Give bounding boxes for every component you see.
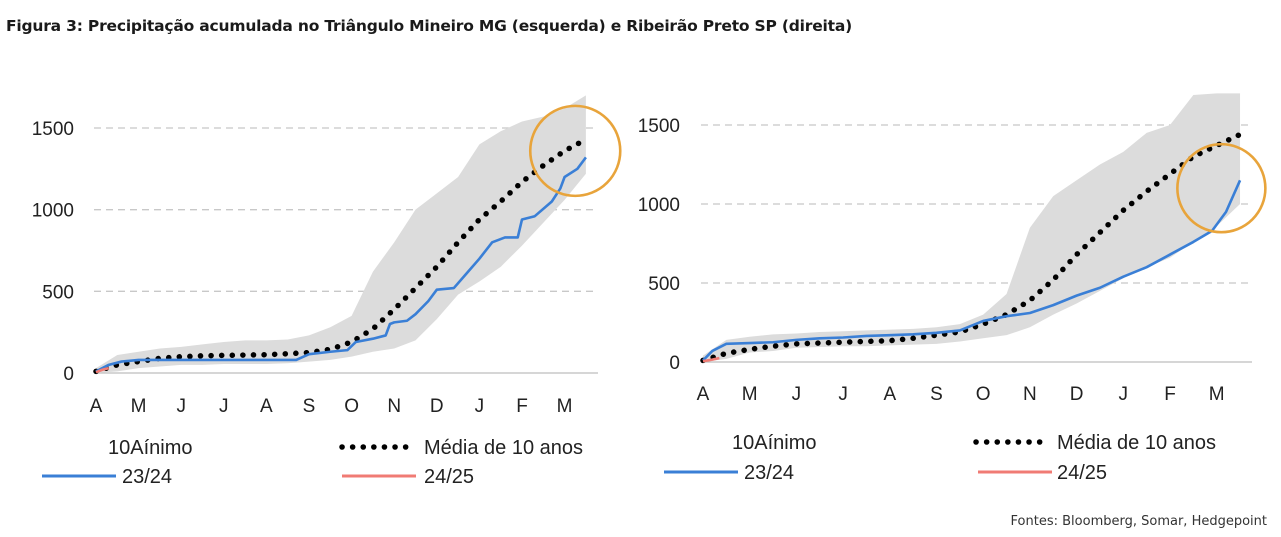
- x-tick-label: J: [838, 384, 848, 405]
- y-tick-label: 0: [63, 364, 74, 385]
- x-tick-label: M: [1209, 384, 1225, 405]
- x-tick-label: N: [1023, 384, 1037, 405]
- x-tick-label: D: [1070, 384, 1084, 405]
- legend-2324-label: 23/24: [744, 462, 794, 484]
- chart-left-triangulo-mineiro: 0 500 1000 1500 A M J J A S O N D J F M 10Aínimo Média de…: [32, 95, 622, 488]
- legend-average-label: Média de 10 anos: [424, 437, 583, 459]
- x-tick-label: M: [742, 384, 758, 405]
- x-tick-label: O: [976, 384, 991, 405]
- x-tick-label: F: [516, 396, 528, 417]
- x-tick-label: M: [131, 396, 147, 417]
- legend-band-label: 10Aínimo: [732, 432, 817, 454]
- series-2324-line: [702, 179, 1242, 362]
- highlight-circle: [528, 104, 622, 198]
- y-tick-label: 1500: [638, 116, 680, 137]
- x-tick-label: N: [387, 396, 401, 417]
- chart-right-ribeirao-preto: 0 500 1000 1500 A M J J A S O N D J F M 10Aínimo Média de…: [638, 93, 1267, 484]
- legend-average-label: Média de 10 anos: [1057, 432, 1216, 454]
- range-band-10yr: [96, 95, 586, 373]
- x-tick-label: S: [930, 384, 943, 405]
- x-tick-label: A: [90, 396, 103, 417]
- x-tick-label: A: [697, 384, 710, 405]
- x-tick-label: J: [219, 396, 229, 417]
- x-tick-label: J: [475, 396, 485, 417]
- legend-2324-label: 23/24: [122, 466, 172, 488]
- legend-2425-label: 24/25: [424, 466, 474, 488]
- highlight-circle: [1176, 142, 1267, 234]
- y-tick-label: 0: [669, 353, 680, 374]
- x-tick-label: M: [557, 396, 573, 417]
- x-tick-label: J: [792, 384, 802, 405]
- y-tick-label: 1500: [32, 119, 74, 140]
- series-2324-line: [95, 156, 587, 373]
- x-tick-label: F: [1164, 384, 1176, 405]
- series-2425-line: [702, 356, 720, 363]
- y-tick-label: 500: [42, 282, 74, 303]
- x-tick-label: D: [430, 396, 444, 417]
- y-tick-label: 1000: [638, 195, 680, 216]
- legend-band-label: 10Aínimo: [108, 437, 193, 459]
- x-tick-label: J: [176, 396, 186, 417]
- x-tick-label: S: [303, 396, 316, 417]
- source-note: Fontes: Bloomberg, Somar, Hedgepoint: [1010, 514, 1267, 529]
- range-band-10yr: [703, 93, 1241, 363]
- x-tick-label: O: [344, 396, 359, 417]
- series-2425-line: [95, 366, 110, 374]
- x-tick-label: J: [1119, 384, 1129, 405]
- legend-2425-label: 24/25: [1057, 462, 1107, 484]
- x-tick-label: A: [260, 396, 273, 417]
- y-tick-label: 500: [648, 274, 680, 295]
- figure-title: Figura 3: Precipitação acumulada no Triâ…: [6, 17, 852, 35]
- x-tick-label: A: [883, 384, 896, 405]
- series-average-10yr: [93, 136, 589, 375]
- y-tick-label: 1000: [32, 201, 74, 222]
